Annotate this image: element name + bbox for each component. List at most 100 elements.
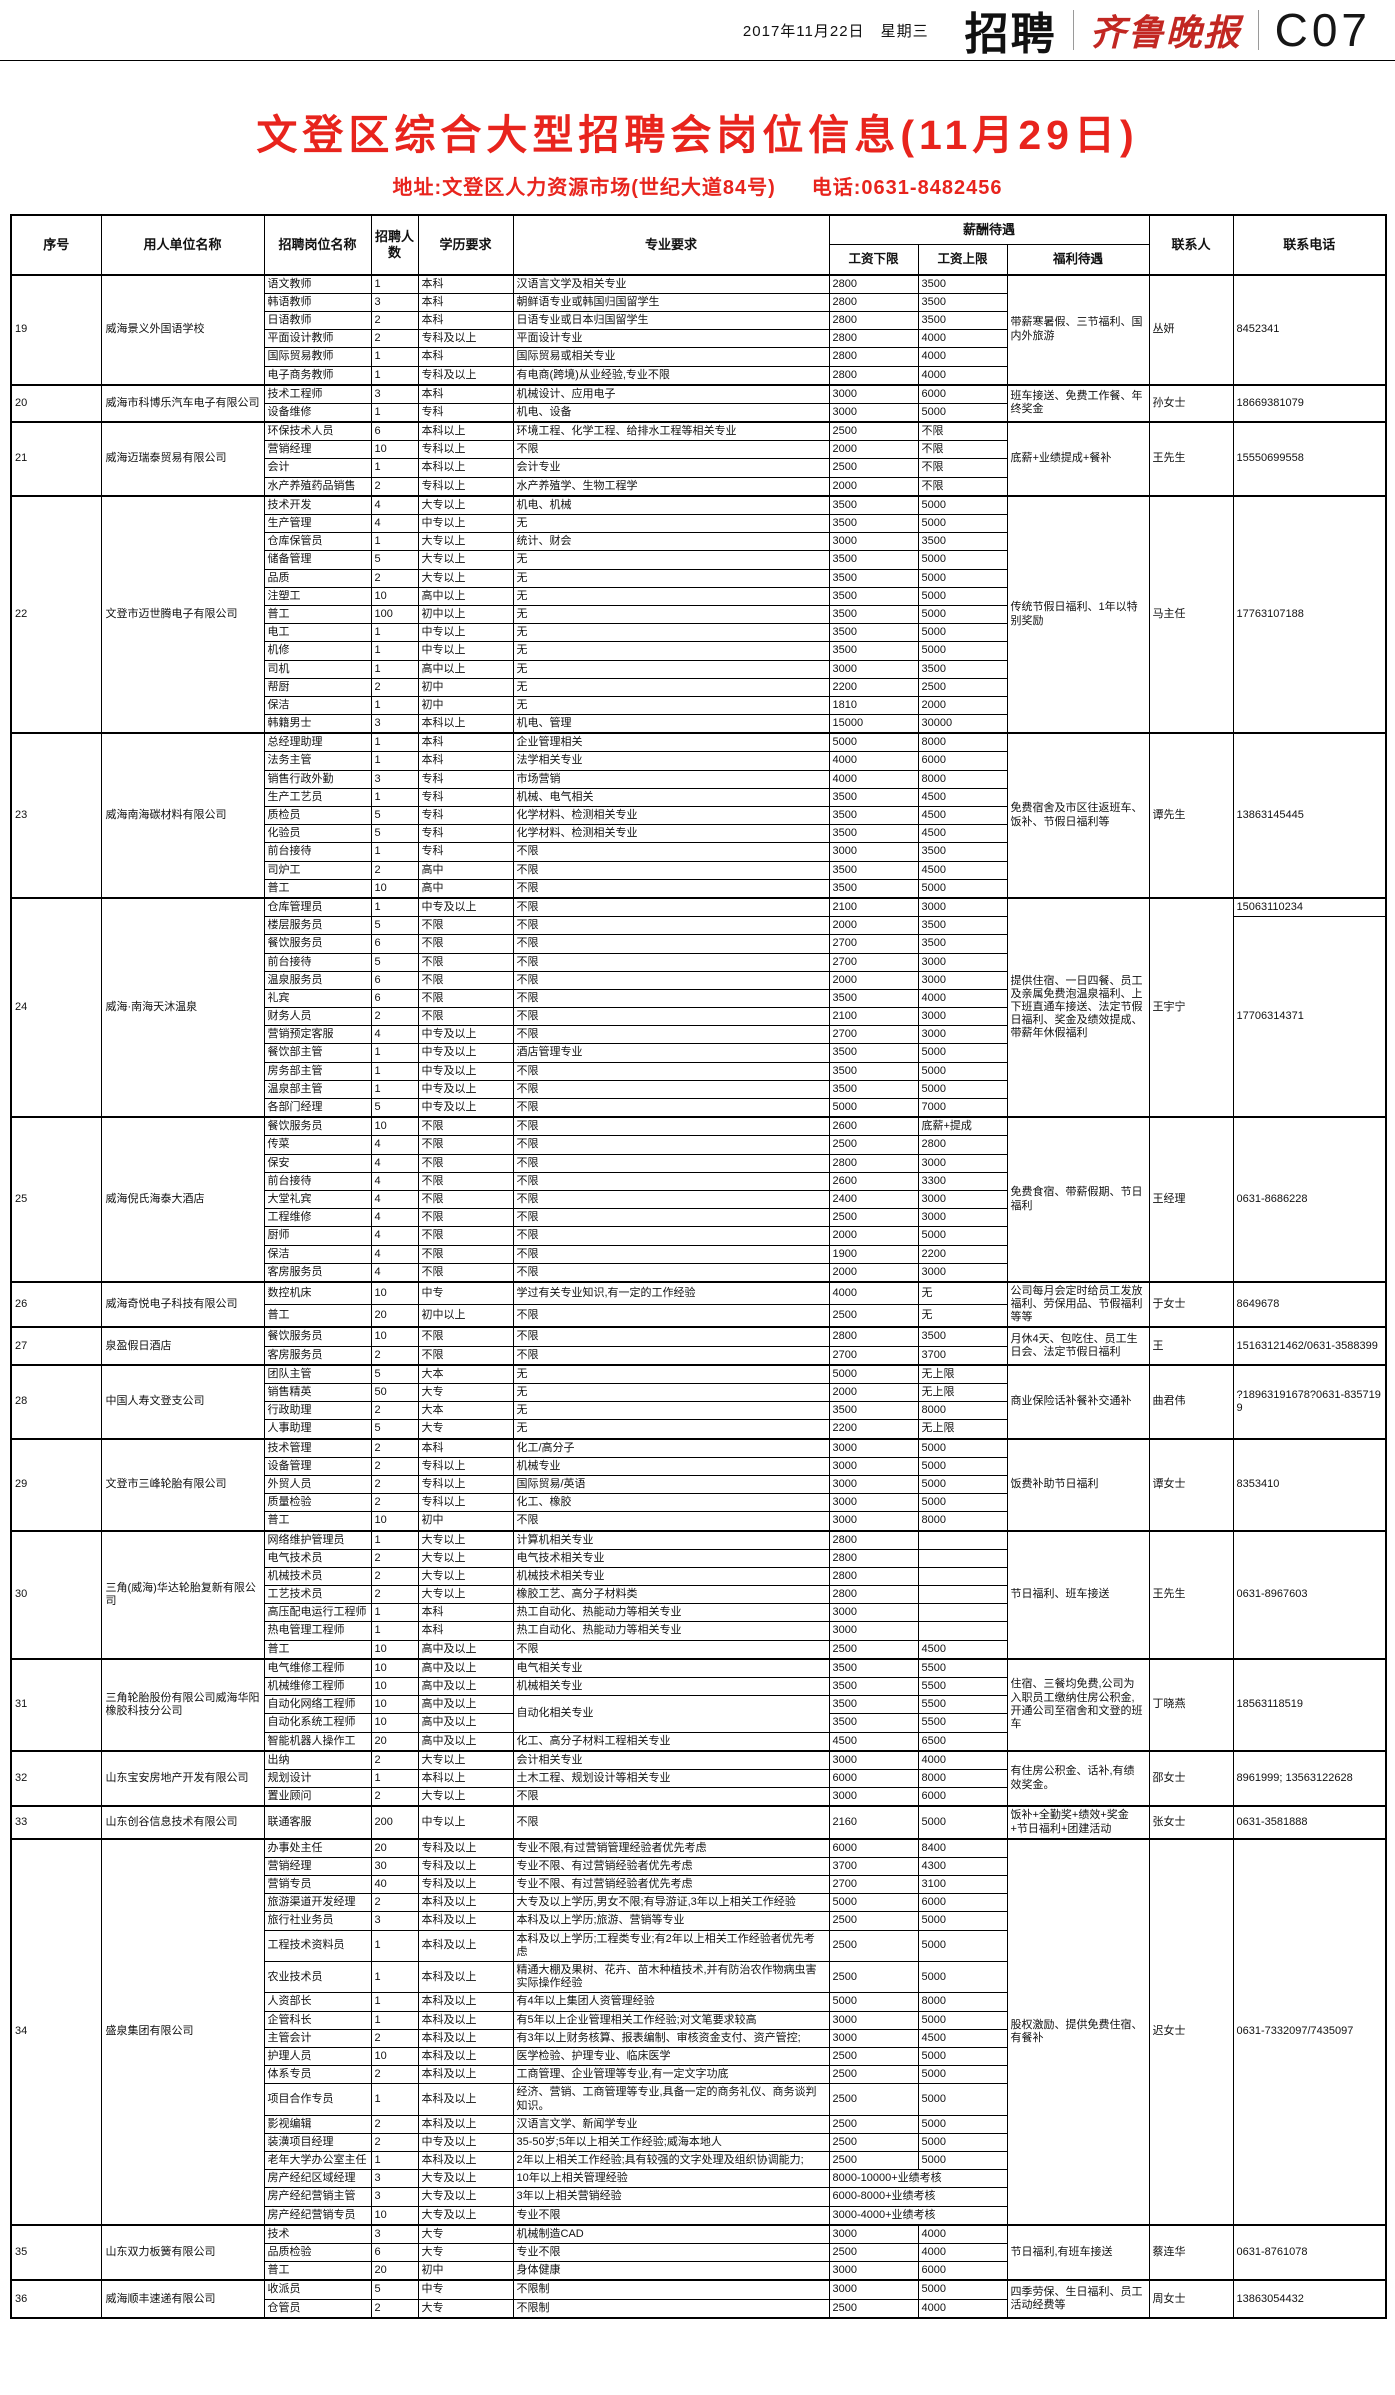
cell-education: 本科 — [417, 292, 514, 312]
cell-count: 2 — [370, 1787, 419, 1807]
cell-count: 1 — [370, 695, 419, 716]
table-row: 旅游渠道开发经理 2 本科及以上 大专及以上学历,男女不限;有导游证,3年以上相关工作… — [11, 1893, 1386, 1913]
cell-major: 不限 — [512, 1304, 830, 1328]
page-subtitle: 地址:文登区人力资源市场(世纪大道84号) 电话:0631-8482456 — [0, 171, 1395, 200]
cell-education: 不限 — [417, 988, 514, 1009]
cell-major: 机械、电气相关 — [512, 787, 830, 808]
cell-seq: 27 — [10, 1326, 102, 1366]
cell-education: 中专及以上 — [417, 1025, 514, 1045]
table-row: 楼层服务员 5 不限 不限 2000 3500 17706314371 — [11, 916, 1387, 1118]
cell-education: 本科及以上 — [417, 2083, 514, 2116]
cell-salary-min: 3500 — [828, 1677, 919, 1697]
cell-position: 传菜 — [263, 1135, 372, 1155]
table-row: 温泉部主管 1 中专及以上 不限 3500 5000 — [11, 1079, 1386, 1100]
cell-position: 营销经理 — [263, 1856, 372, 1877]
table-row: 帮厨 2 初中无 2200 2500 — [11, 677, 1386, 697]
cell-salary-min: 2000 — [828, 440, 919, 460]
cell-seq: 35 — [10, 2223, 102, 2281]
cell-position: 客房服务员 — [263, 1345, 372, 1366]
table-row: 房务部主管 1 中专及以上 不限 3500 5000 — [11, 1061, 1386, 1081]
cell-contact: 谭先生 — [1148, 732, 1234, 899]
cell-position: 礼宾 — [263, 988, 372, 1009]
col-header-salary-group: 薪酬待遇 — [828, 214, 1150, 245]
cell-salary-max: 3700 — [917, 1345, 1008, 1366]
cell-major: 会计专业 — [512, 458, 830, 478]
cell-employer-name: 文登市迈世腾电子有限公司 — [100, 494, 265, 734]
table-row: 仓管员 2 大专 不限制 2500 4000 — [11, 2298, 1386, 2319]
cell-salary-min: 5000 — [828, 732, 919, 753]
cell-count: 4 — [370, 1025, 419, 1045]
cell-contact: 迟女士 — [1148, 1837, 1234, 2226]
cell-position: 法务主管 — [263, 751, 372, 771]
cell-count: 5 — [370, 916, 419, 936]
cell-salary-max: 2200 — [917, 1244, 1008, 1264]
cell-position: 营销专员 — [263, 1875, 372, 1895]
cell-count: 2 — [370, 677, 419, 697]
cell-count: 20 — [370, 1837, 419, 1858]
cell-education: 高中及以上 — [417, 1639, 514, 1660]
cell-salary-min: 2800 — [828, 273, 919, 294]
cell-count: 1 — [370, 641, 419, 661]
cell-employer-name: 威海·南海天沐温泉 — [100, 896, 265, 1118]
cell-salary-max: 5000 — [917, 568, 1008, 588]
cell-major: 专业不限 — [512, 2243, 830, 2263]
table-row: 国际贸易教师 1 本科 国际贸易或相关专业 2800 4000 — [11, 347, 1386, 367]
cell-salary-max: 4500 — [917, 824, 1008, 844]
cell-salary-max: 3500 — [917, 1326, 1008, 1347]
cell-phone: 0631-3581888 — [1232, 1805, 1387, 1840]
cell-major: 大专及以上学历,男女不限;有导游证,3年以上相关工作经验 — [512, 1893, 830, 1913]
cell-salary-min: 2700 — [828, 952, 919, 972]
cell-position: 保洁 — [263, 695, 372, 716]
table-row: 33 山东创谷信息技术有限公司 联通客服 200 中专以上 不限 2160 5000 饭补+全勤… — [10, 1805, 1387, 1840]
cell-salary-min: 5000 — [828, 1098, 919, 1118]
table-row: 普工 10 高中 不限 3500 5000 — [11, 878, 1386, 899]
cell-position: 智能机器人操作工 — [263, 1731, 372, 1752]
table-row: 热电管理工程师 1 本科 热工自动化、热能动力等相关专业 3000 — [11, 1621, 1386, 1641]
cell-position: 项目合作专员 — [263, 2083, 372, 2116]
cell-salary-max — [917, 1566, 1008, 1587]
cell-salary-max: 5000 — [917, 2114, 1008, 2134]
venue-phone: 电话:0631-8482456 — [811, 177, 1003, 199]
cell-salary-max: 4300 — [917, 1856, 1008, 1877]
cell-position: 餐饮服务员 — [263, 934, 372, 954]
cell-position: 语文教师 — [263, 273, 372, 294]
cell-major: 3年以上相关营销经验 — [512, 2187, 830, 2207]
cell-education: 初中 — [417, 2261, 514, 2281]
cell-salary-min: 2500 — [828, 2243, 919, 2263]
cell-count: 10 — [370, 1326, 419, 1347]
cell-major: 不限 — [512, 440, 830, 460]
table-row: 化验员 5 专科 化学材料、检测相关专业 3500 4500 — [11, 824, 1386, 844]
cell-count: 1 — [370, 402, 419, 423]
table-row: 高压配电运行工程师 1 本科 热工自动化、热能动力等相关专业 3000 — [11, 1603, 1386, 1623]
cell-position: 电气维修工程师 — [263, 1657, 372, 1679]
cell-salary-max: 3000 — [917, 952, 1008, 972]
table-body: 19 威海景义外国语学校 语文教师 1 本科 汉语言文学及相关专业 2800 3500 带薪寒暑… — [10, 273, 1387, 2319]
cell-position: 普工 — [263, 2261, 372, 2281]
cell-major: 无 — [512, 695, 830, 716]
cell-salary-min: 2500 — [828, 421, 919, 442]
cell-seq: 31 — [10, 1657, 102, 1752]
cell-salary-max: 5000 — [917, 1961, 1008, 1994]
cell-welfare: 有住房公积金、话补,有绩效奖金。 — [1006, 1749, 1150, 1807]
table-row: 老年大学办公室主任 1 本科及以上 2年以上相关工作经验;具有较强的文字处理及组织协调… — [11, 2151, 1386, 2171]
cell-salary-min: 3500 — [828, 568, 919, 588]
cell-major: 化工、高分子材料工程相关专业 — [512, 1731, 830, 1752]
cell-position: 高压配电运行工程师 — [263, 1603, 372, 1623]
cell-employer-name: 泉盈假日酒店 — [100, 1326, 265, 1366]
table-row: 房产经纪区域经理 3 大专及以上 10年以上相关管理经验 8000-10000+业绩考核 — [11, 2169, 1386, 2189]
cell-education: 中专及以上 — [417, 2132, 514, 2153]
table-row: 司炉工 2 高中 不限 3500 4500 — [11, 860, 1386, 880]
cell-education: 本科及以上 — [417, 1992, 514, 2012]
table-row: 工程技术资料员 1 本科及以上 本科及以上学历;工程类专业;有2年以上相关工作经验者优… — [11, 1929, 1386, 1963]
cell-education: 本科及以上 — [417, 1929, 514, 1963]
cell-position: 前台接待 — [263, 952, 372, 972]
cell-salary-min: 3500 — [828, 514, 919, 534]
cell-salary-min: 2500 — [828, 1929, 919, 1963]
cell-salary-max: 4500 — [917, 787, 1008, 808]
cell-major: 不限制 — [512, 2279, 830, 2300]
cell-employer-name: 三角轮胎股份有限公司威海华阳橡胶科技分公司 — [100, 1657, 265, 1752]
divider — [1072, 10, 1074, 50]
cell-welfare: 免费宿舍及市区往返班车、饭补、节假日福利等 — [1006, 732, 1150, 899]
cell-salary-min: 2800 — [828, 365, 919, 386]
cell-phone: 8961999; 13563122628 — [1232, 1749, 1387, 1807]
